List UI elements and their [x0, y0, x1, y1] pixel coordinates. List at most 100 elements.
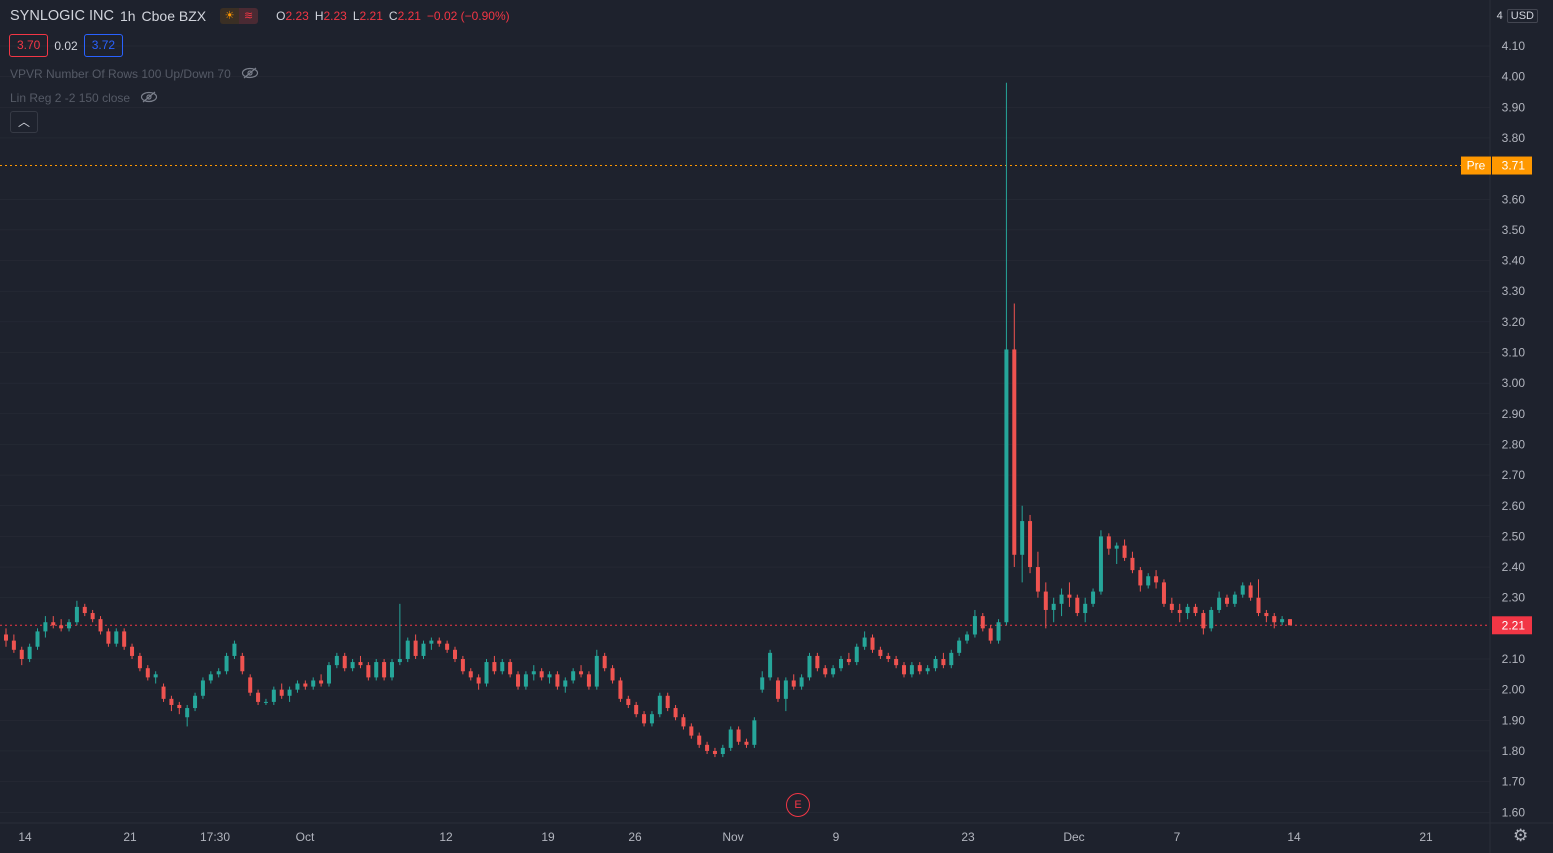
currency-label: USD	[1506, 9, 1538, 23]
candle-body	[925, 668, 930, 672]
candle	[579, 665, 584, 678]
candle	[334, 652, 339, 669]
collapse-legend-button[interactable]: ︿	[10, 111, 38, 133]
candle-body	[1193, 606, 1198, 614]
x-tick-label: 21	[123, 830, 137, 844]
candle-body	[1083, 603, 1088, 614]
candle-body	[705, 744, 710, 751]
candle-body	[1161, 582, 1166, 604]
candle-body	[106, 631, 111, 644]
candle	[287, 686, 292, 702]
indicator-label: VPVR Number Of Rows 100 Up/Down 70	[10, 67, 231, 81]
candle	[508, 659, 513, 678]
candle-body	[547, 674, 552, 678]
candle	[1122, 539, 1127, 561]
candle	[130, 643, 135, 659]
exchange-label: Cboe BZX	[141, 8, 207, 24]
candle-body	[484, 662, 489, 684]
market-status[interactable]: ☀ ≋	[220, 8, 259, 24]
x-tick-label: 14	[18, 830, 32, 844]
candle	[161, 683, 166, 702]
candle-body	[665, 695, 670, 709]
candle	[933, 655, 938, 672]
candle	[1177, 603, 1182, 623]
candle	[838, 655, 843, 672]
candle	[350, 659, 355, 672]
candle	[295, 680, 300, 693]
spread-value: 0.02	[54, 38, 78, 53]
candle-body	[736, 729, 741, 742]
candle-body	[1004, 349, 1009, 623]
candle-body	[476, 677, 481, 684]
y-tick-label: 2.30	[1502, 591, 1526, 605]
earnings-marker[interactable]: E	[786, 793, 810, 817]
time-axis[interactable]: 14 21 17:30 Oct 12 19 26 Nov 9 23 Dec 7 14 21	[18, 830, 1433, 844]
candle-body	[98, 619, 103, 632]
gear-icon[interactable]: ⚙	[1513, 826, 1529, 845]
bid-button[interactable]: 3.70	[9, 34, 49, 57]
candle	[1059, 588, 1064, 617]
candle	[720, 744, 725, 758]
y-tick-label: 1.60	[1502, 805, 1526, 819]
candle	[1114, 542, 1119, 564]
candle	[1067, 582, 1072, 607]
candle	[169, 695, 174, 712]
candle-body	[1280, 619, 1285, 623]
candle	[1130, 551, 1135, 574]
candle	[200, 677, 205, 699]
candle-body	[594, 655, 599, 687]
candle-body	[421, 643, 426, 656]
grid	[0, 45, 1490, 813]
candle-body	[744, 741, 749, 745]
candle-body	[1012, 349, 1017, 555]
y-tick-label: 2.10	[1502, 652, 1526, 666]
candle-body	[618, 680, 623, 699]
candle	[389, 659, 394, 681]
candle	[878, 646, 883, 659]
candle-body	[405, 640, 410, 659]
y-tick-label: 2.90	[1502, 407, 1526, 421]
candle	[657, 692, 662, 718]
candle	[634, 701, 639, 718]
candle-body	[965, 634, 970, 641]
candle	[736, 726, 741, 745]
candle-body	[902, 665, 907, 675]
candle	[43, 616, 48, 638]
candle	[807, 652, 812, 681]
eye-crossed-icon[interactable]	[140, 90, 158, 106]
candle-body	[1185, 606, 1190, 614]
candle-body	[185, 708, 190, 718]
ask-button[interactable]: 3.72	[83, 34, 124, 57]
candle-body	[374, 662, 379, 678]
currency-selector[interactable]: 4 USD	[1497, 9, 1538, 23]
candle-body	[19, 649, 24, 659]
interval-label[interactable]: 1h	[119, 8, 136, 24]
candle-body	[634, 704, 639, 715]
candle	[799, 674, 804, 690]
candle-body	[523, 674, 528, 687]
candle-body	[586, 674, 591, 687]
x-tick-label: 9	[833, 830, 840, 844]
price-tags: Pre 3.71 2.21	[1461, 156, 1532, 635]
symbol-name[interactable]: SYNLOGIC INC	[10, 8, 114, 24]
candle-body	[1028, 521, 1033, 568]
y-tick-label: 3.00	[1502, 376, 1526, 390]
candle-body	[807, 655, 812, 678]
chevron-up-icon: ︿	[17, 115, 30, 129]
eye-crossed-icon[interactable]	[241, 66, 259, 82]
candle	[902, 662, 907, 678]
candle-body	[642, 714, 647, 724]
indicator-vpvr[interactable]: VPVR Number Of Rows 100 Up/Down 70	[10, 66, 259, 82]
indicator-linreg[interactable]: Lin Reg 2 -2 150 close	[10, 90, 158, 106]
candle-body	[838, 659, 843, 669]
low-value: 2.21	[359, 9, 383, 23]
price-axis[interactable]: 4.10 4.00 3.90 3.80 3.60 3.50 3.40 3.30 3.20 3.10…	[1502, 39, 1526, 819]
candle-body	[122, 631, 127, 647]
candle-body	[1264, 613, 1269, 617]
candle	[555, 671, 560, 690]
candle	[271, 686, 276, 705]
candle-body	[689, 726, 694, 736]
candle-body	[1130, 557, 1135, 571]
candle	[137, 652, 142, 672]
